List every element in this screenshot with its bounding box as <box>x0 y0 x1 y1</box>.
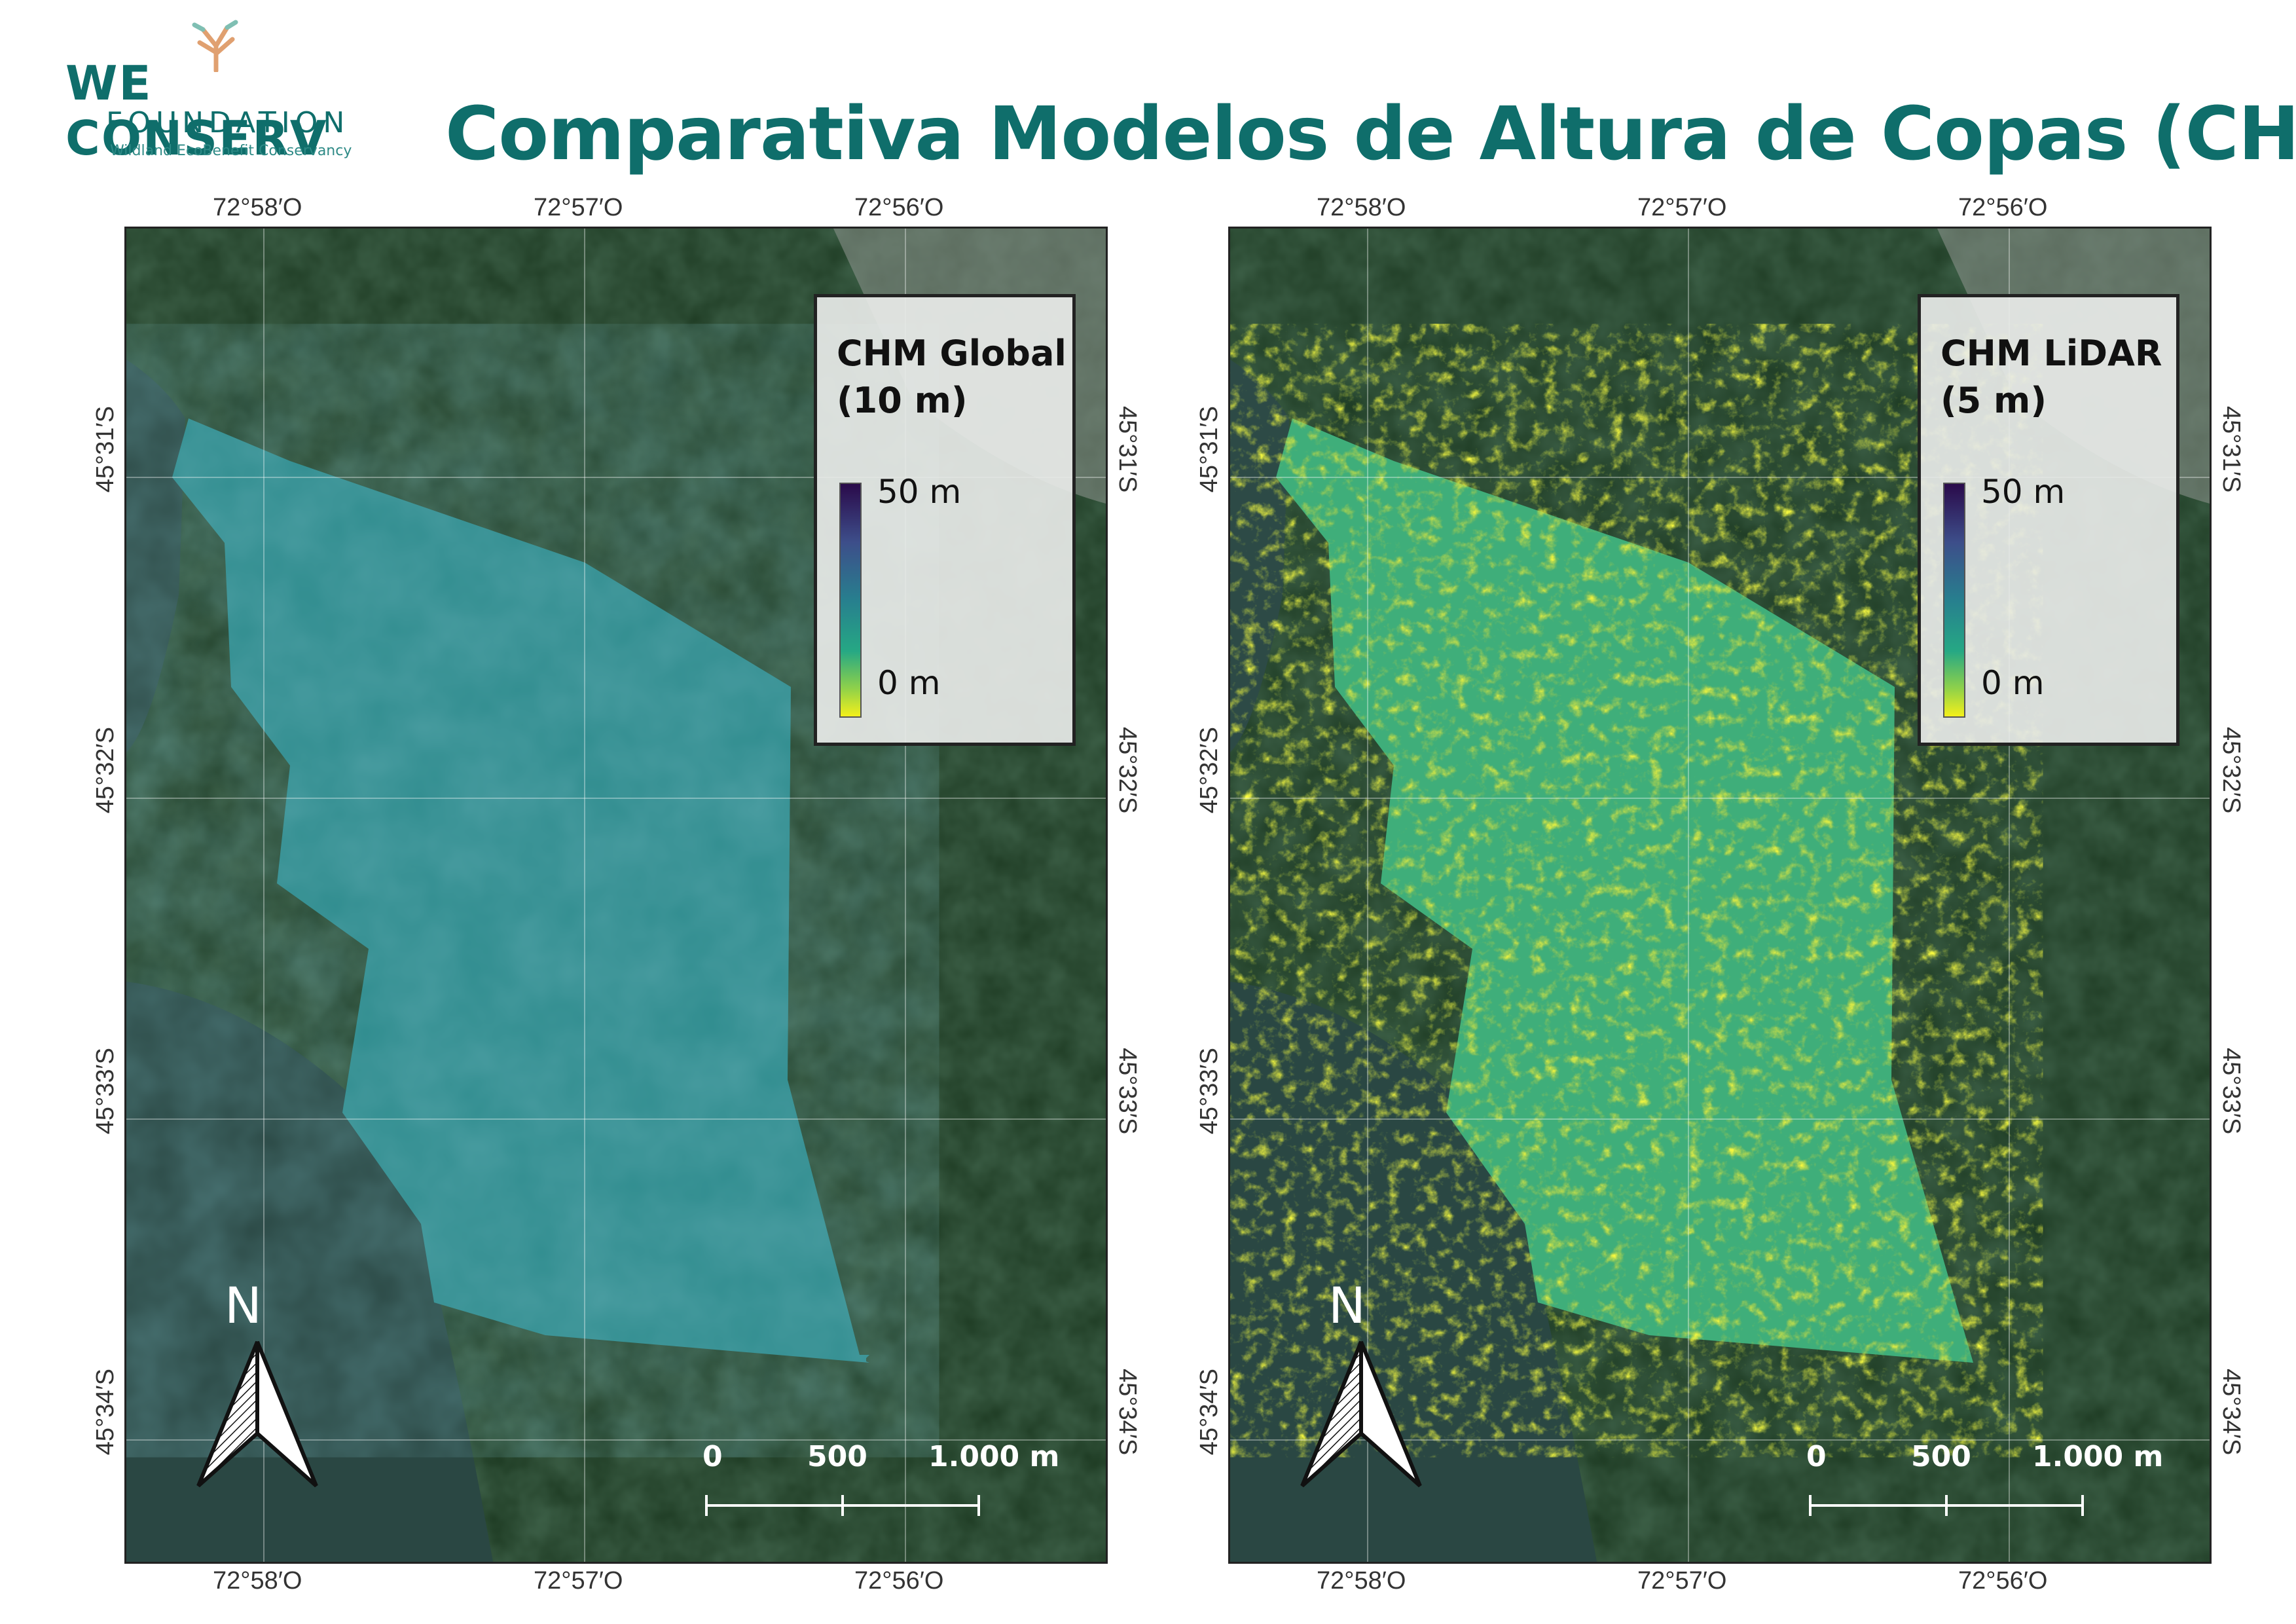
lat-tick-left: 45°32′S <box>1195 727 1223 814</box>
lat-tick-right: 45°31′S <box>2217 406 2245 493</box>
scale-bar: 0 500 1.000 m <box>702 1440 1059 1538</box>
lat-tick-right: 45°31′S <box>1114 406 1141 493</box>
legend-title-line-1: CHM LiDAR <box>1941 333 2162 374</box>
lon-tick-top: 72°58′O <box>213 194 302 221</box>
scale-line <box>1809 1495 2084 1516</box>
legend-title: CHM LiDAR (5 m) <box>1941 330 2162 424</box>
lon-tick-bottom: 72°56′O <box>1958 1567 2048 1595</box>
lon-tick-top: 72°58′O <box>1317 194 1406 221</box>
north-arrow-icon <box>196 1340 318 1488</box>
lat-tick-left: 45°34′S <box>92 1369 119 1456</box>
lat-tick-left: 45°31′S <box>92 406 119 493</box>
satellite-basemap <box>126 229 1106 1562</box>
lat-tick-left: 45°32′S <box>92 727 119 814</box>
north-label: N <box>1328 1276 1366 1335</box>
lon-tick-bottom: 72°58′O <box>213 1567 302 1595</box>
scale-bar: 0 500 1.000 m <box>1806 1440 2163 1538</box>
legend-colorbar <box>839 483 862 718</box>
lon-tick-top: 72°56′O <box>1958 194 2048 221</box>
north-arrow-icon <box>1300 1340 1422 1488</box>
satellite-basemap <box>1230 229 2210 1562</box>
lon-tick-top: 72°57′O <box>534 194 623 221</box>
legend-max-label: 50 m <box>1981 473 2066 511</box>
lon-tick-top: 72°57′O <box>1637 194 1727 221</box>
lat-tick-left: 45°34′S <box>1195 1369 1223 1456</box>
lon-tick-bottom: 72°58′O <box>1317 1567 1406 1595</box>
scale-label-500: 500 <box>807 1440 867 1473</box>
scale-line <box>705 1495 980 1516</box>
legend-title-line-2: (10 m) <box>837 380 968 421</box>
north-label: N <box>225 1276 262 1335</box>
legend-panel: CHM LiDAR (5 m) 50 m 0 m <box>1918 294 2179 746</box>
lat-tick-right: 45°33′S <box>2217 1048 2245 1135</box>
lat-tick-right: 45°32′S <box>2217 727 2245 814</box>
lon-tick-bottom: 72°56′O <box>854 1567 944 1595</box>
lon-tick-bottom: 72°57′O <box>534 1567 623 1595</box>
lat-tick-left: 45°33′S <box>1195 1048 1223 1135</box>
page-title: Comparativa Modelos de Altura de Copas (… <box>445 92 2296 177</box>
lon-tick-top: 72°56′O <box>854 194 944 221</box>
legend-title-line-1: CHM Global <box>837 333 1066 374</box>
lat-tick-right: 45°32′S <box>1114 727 1141 814</box>
lon-tick-bottom: 72°57′O <box>1637 1567 1727 1595</box>
legend-panel: CHM Global (10 m) 50 m 0 m <box>814 294 1076 746</box>
scale-label-1000: 1.000 m <box>928 1440 1060 1473</box>
scale-label-0: 0 <box>702 1440 723 1473</box>
scale-label-0: 0 <box>1806 1440 1827 1473</box>
map-chm-global: CHM Global (10 m) 50 m 0 m N 0 500 1.000… <box>124 227 1108 1564</box>
lat-tick-left: 45°33′S <box>92 1048 119 1135</box>
legend-max-label: 50 m <box>877 473 962 511</box>
tree-logo-icon <box>192 20 238 72</box>
map-chm-lidar: CHM LiDAR (5 m) 50 m 0 m N 0 500 1.000 m <box>1228 227 2212 1564</box>
logo-tagline: Wildland EcoBenefit Conservancy <box>110 143 352 159</box>
logo-name: WE CONSERV <box>65 56 328 166</box>
scale-label-500: 500 <box>1911 1440 1971 1473</box>
lat-tick-right: 45°34′S <box>1114 1369 1141 1456</box>
foundation-logo: WE CONSERV FOUNDATION Wildland EcoBenefi… <box>65 20 406 166</box>
lat-tick-right: 45°33′S <box>1114 1048 1141 1135</box>
scale-label-1000: 1.000 m <box>2032 1440 2164 1473</box>
legend-title-line-2: (5 m) <box>1941 380 2047 421</box>
legend-colorbar <box>1943 483 1965 718</box>
legend-min-label: 0 m <box>1981 664 2045 702</box>
legend-min-label: 0 m <box>877 664 941 702</box>
logo-subtitle: FOUNDATION <box>106 106 350 139</box>
legend-title: CHM Global (10 m) <box>837 330 1066 424</box>
lat-tick-right: 45°34′S <box>2217 1369 2245 1456</box>
lat-tick-left: 45°31′S <box>1195 406 1223 493</box>
